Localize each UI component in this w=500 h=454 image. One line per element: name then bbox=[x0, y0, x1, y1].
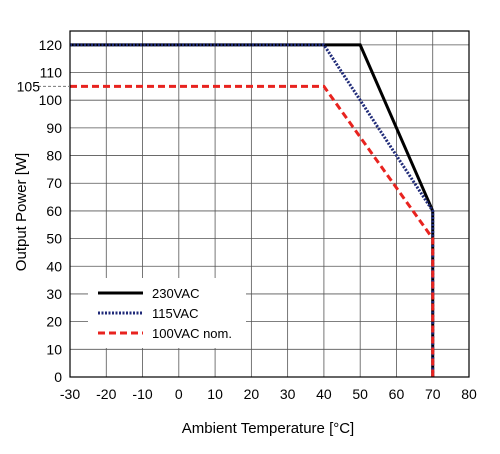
y-tick-label: 60 bbox=[46, 203, 62, 219]
legend-label-1: 115VAC bbox=[152, 306, 199, 321]
legend-label-2: 100VAC nom. bbox=[152, 326, 232, 341]
y-tick-label: 40 bbox=[46, 258, 62, 274]
y-tick-label: 120 bbox=[39, 37, 63, 53]
plot-frame bbox=[69, 30, 470, 378]
y-tick-label: 100 bbox=[39, 92, 63, 108]
x-tick-label: 40 bbox=[316, 386, 332, 402]
tick-labels: -30 -20 -10 0 10 20 30 40 50 60 70 80 0 10 20 30 40 50 60 7… bbox=[17, 37, 477, 402]
y-tick-label: 70 bbox=[46, 175, 62, 191]
y-tick-label: 20 bbox=[46, 314, 62, 330]
legend: 230VAC 115VAC 100VAC nom. bbox=[88, 278, 246, 348]
x-axis-label: Ambient Temperature [°C] bbox=[182, 420, 354, 437]
y-tick-label: 110 bbox=[40, 65, 63, 81]
x-tick-label: 0 bbox=[175, 386, 183, 402]
legend-label-0: 230VAC bbox=[152, 286, 199, 301]
y-tick-label: 50 bbox=[46, 231, 62, 247]
y-tick-label: 80 bbox=[46, 148, 62, 164]
x-tick-label: 30 bbox=[280, 386, 296, 402]
x-tick-label: 60 bbox=[389, 386, 405, 402]
x-tick-label: 70 bbox=[425, 386, 441, 402]
legend-box bbox=[88, 278, 246, 348]
x-tick-label: -30 bbox=[60, 386, 80, 402]
x-tick-label: 80 bbox=[461, 386, 477, 402]
plot-border bbox=[69, 30, 470, 378]
x-tick-label: 10 bbox=[207, 386, 223, 402]
extra-y-tick-label: 105 bbox=[17, 78, 41, 94]
x-tick-label: 50 bbox=[352, 386, 368, 402]
y-tick-label: 0 bbox=[54, 369, 62, 385]
series-line-2 bbox=[70, 84, 435, 377]
y-axis-label: Output Power [W] bbox=[13, 153, 30, 271]
series-lines bbox=[70, 43, 435, 377]
x-tick-label: 20 bbox=[244, 386, 260, 402]
y-tick-label: 90 bbox=[46, 120, 62, 136]
y-tick-label: 10 bbox=[46, 341, 62, 357]
x-tick-label: -20 bbox=[96, 386, 116, 402]
x-tick-label: -10 bbox=[132, 386, 152, 402]
y-tick-label: 30 bbox=[46, 286, 62, 302]
